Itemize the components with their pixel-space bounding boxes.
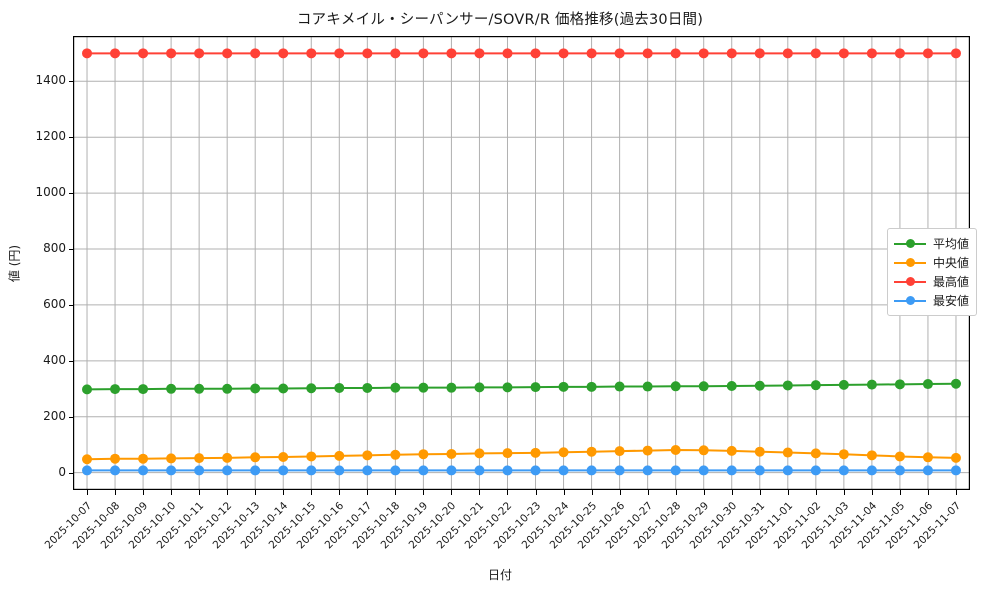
- x-tick-mark: [311, 490, 313, 495]
- y-tick-label: 1000: [35, 185, 66, 200]
- series-2: [82, 48, 961, 59]
- x-tick-mark: [675, 490, 677, 495]
- y-tick-mark: [69, 193, 74, 195]
- y-tick-label: 1400: [35, 73, 66, 88]
- x-tick-mark: [871, 490, 873, 495]
- y-tick-label: 200: [43, 408, 66, 423]
- x-tick-mark: [899, 490, 901, 495]
- grid-horizontal: [73, 80, 970, 474]
- y-tick-label: 0: [58, 464, 66, 479]
- legend-label: 平均値: [933, 237, 970, 251]
- x-tick-mark: [255, 490, 257, 495]
- x-tick-mark: [507, 490, 509, 495]
- x-tick-mark: [703, 490, 705, 495]
- legend-marker-icon: [894, 237, 926, 251]
- x-tick-mark: [171, 490, 173, 495]
- x-tick-mark: [759, 490, 761, 495]
- legend-marker-icon: [894, 294, 926, 308]
- x-tick-mark: [563, 490, 565, 495]
- legend-marker-icon: [894, 275, 926, 289]
- y-tick-label: 400: [43, 352, 66, 367]
- x-tick-mark: [339, 490, 341, 495]
- x-tick-mark: [87, 490, 89, 495]
- y-tick-mark: [69, 360, 74, 362]
- x-tick-mark: [535, 490, 537, 495]
- y-tick-mark: [69, 81, 74, 83]
- x-tick-mark: [283, 490, 285, 495]
- x-tick-mark: [367, 490, 369, 495]
- x-tick-mark: [479, 490, 481, 495]
- x-tick-mark: [451, 490, 453, 495]
- x-tick-mark: [227, 490, 229, 495]
- chart-legend: 平均値中央値最高値最安値: [887, 228, 978, 316]
- legend-item-0[interactable]: 平均値: [894, 234, 969, 253]
- x-tick-mark: [955, 490, 957, 495]
- y-tick-mark: [69, 472, 74, 474]
- x-tick-mark: [843, 490, 845, 495]
- y-tick-mark: [69, 249, 74, 251]
- x-tick-mark: [395, 490, 397, 495]
- x-axis-label: 日付: [487, 568, 512, 582]
- x-tick-mark: [731, 490, 733, 495]
- y-tick-label: 800: [43, 241, 66, 256]
- y-axis-tick-labels: 0 200 400 600 800 1000 1200 1400: [14, 0, 74, 600]
- y-tick-label: 600: [43, 296, 66, 311]
- series-3: [82, 465, 961, 476]
- series-0: [82, 378, 961, 395]
- y-tick-mark: [69, 416, 74, 418]
- x-tick-mark: [423, 490, 425, 495]
- x-tick-mark: [815, 490, 817, 495]
- legend-label: 最高値: [933, 275, 970, 289]
- x-tick-mark: [115, 490, 117, 495]
- legend-item-1[interactable]: 中央値: [894, 253, 969, 272]
- x-tick-mark: [619, 490, 621, 495]
- x-tick-mark: [143, 490, 145, 495]
- x-tick-mark: [927, 490, 929, 495]
- y-tick-label: 1200: [35, 129, 66, 144]
- legend-item-3[interactable]: 最安値: [894, 291, 969, 310]
- x-tick-mark: [787, 490, 789, 495]
- legend-marker-icon: [894, 256, 926, 270]
- x-tick-mark: [591, 490, 593, 495]
- y-tick-mark: [69, 304, 74, 306]
- x-tick-mark: [199, 490, 201, 495]
- chart-title: コアキメイル・シーパンサー/SOVR/R 価格推移(過去30日間): [296, 12, 704, 28]
- legend-label: 最安値: [933, 294, 970, 308]
- y-axis-label: 値 (円): [7, 244, 22, 283]
- plot-area: [73, 36, 970, 490]
- legend-label: 中央値: [933, 256, 970, 270]
- y-tick-mark: [69, 137, 74, 139]
- plot-svg: [73, 36, 970, 490]
- legend-item-2[interactable]: 最高値: [894, 272, 969, 291]
- x-tick-mark: [647, 490, 649, 495]
- series-1: [82, 445, 961, 465]
